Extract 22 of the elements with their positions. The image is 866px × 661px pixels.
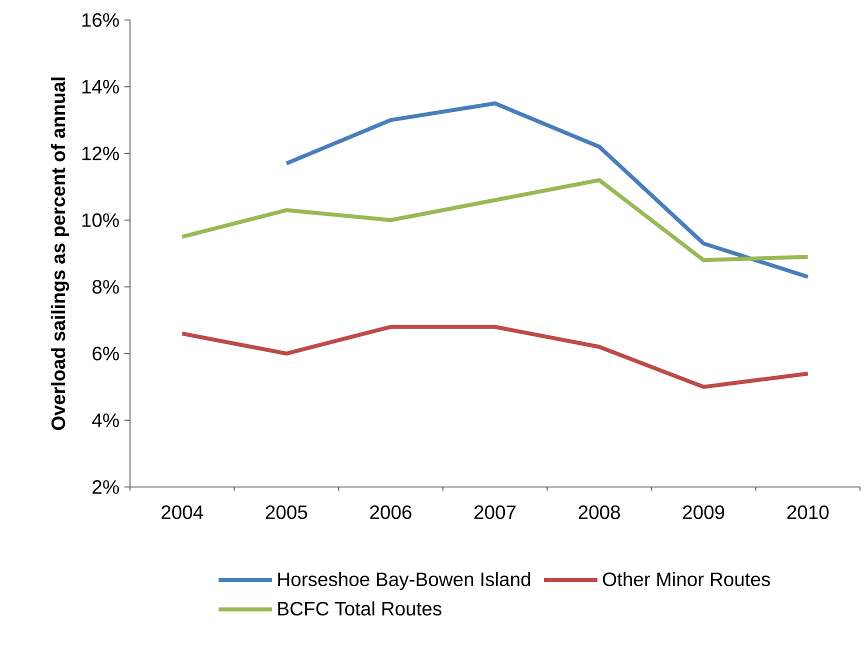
- y-tick-label: 4%: [92, 414, 119, 428]
- legend-label: Horseshoe Bay-Bowen Island: [278, 572, 530, 590]
- x-tick-label: 2010: [787, 505, 829, 520]
- y-tick-label: 14%: [82, 80, 119, 94]
- y-tick-label: 2%: [92, 480, 119, 494]
- y-tick-label: 12%: [82, 146, 119, 160]
- y-tick-label: 16%: [82, 13, 119, 27]
- x-tick-label: 2007: [474, 505, 516, 520]
- line-series: [180, 324, 810, 389]
- x-tick-label: 2008: [578, 505, 620, 520]
- legend-label: BCFC Total Routes: [278, 601, 442, 616]
- x-tick-label: 2005: [266, 505, 308, 520]
- x-tick-label: 2009: [683, 505, 724, 520]
- y-tick-label: 6%: [92, 346, 119, 360]
- legend-label: Other Minor Routes: [602, 572, 770, 586]
- y-tick-label: 8%: [92, 280, 119, 294]
- y-tick-label: 10%: [82, 213, 119, 227]
- x-tick-label: 2004: [162, 505, 204, 520]
- line-series: [284, 101, 810, 279]
- x-tick-label: 2006: [370, 505, 412, 520]
- line-series: [180, 178, 810, 262]
- y-axis-title: Overload sailings as percent of annual: [50, 78, 70, 430]
